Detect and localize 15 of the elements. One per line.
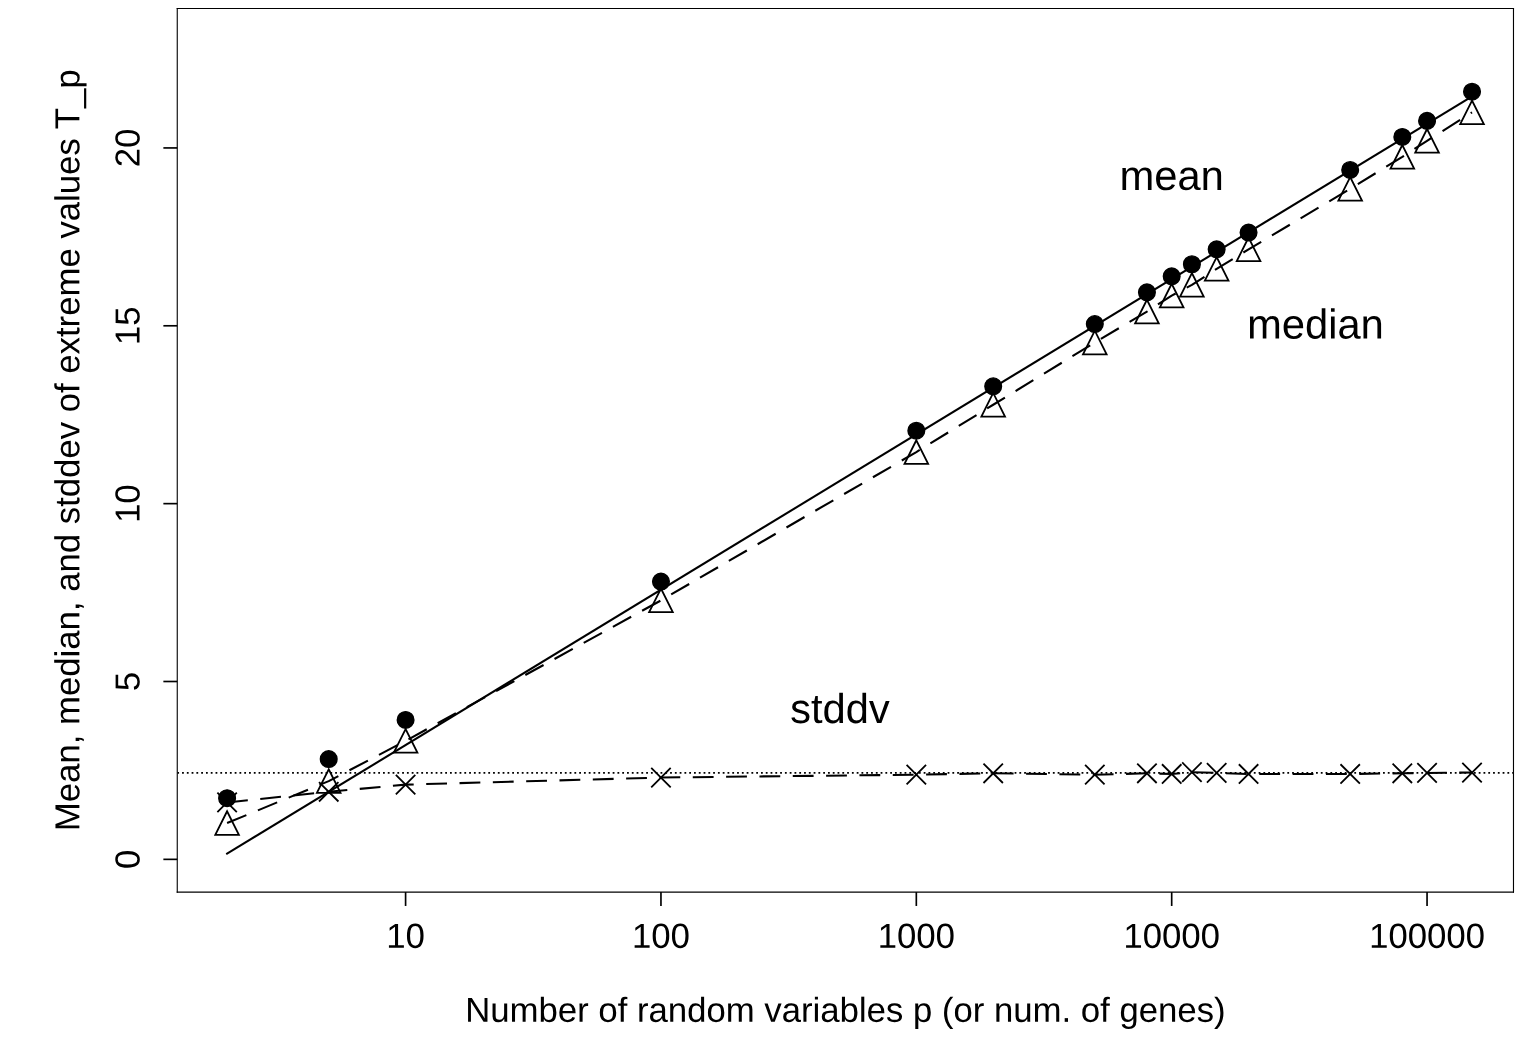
x-axis-title: Number of random variables p (or num. of genes) (468, 996, 1224, 1030)
x-tick-label: 100000 (1371, 923, 1484, 949)
x-tick-label: 100 (634, 923, 689, 949)
x-tick-label: 10000 (1126, 923, 1219, 949)
y-tick-label: 20 (115, 129, 140, 166)
series-label: stddv (791, 692, 890, 724)
y-axis-title: Mean, median, and stddev of extreme values T_p (54, 70, 87, 829)
x-tick-label: 10 (388, 923, 424, 949)
y-tick-label: 0 (115, 851, 140, 868)
y-tick-label: 5 (115, 673, 140, 690)
series-label: median (1249, 308, 1382, 339)
y-tick-label: 15 (115, 307, 140, 343)
x-tick-label: 1000 (880, 923, 954, 949)
series-label: mean (1122, 167, 1222, 191)
y-tick-label: 10 (115, 485, 140, 521)
